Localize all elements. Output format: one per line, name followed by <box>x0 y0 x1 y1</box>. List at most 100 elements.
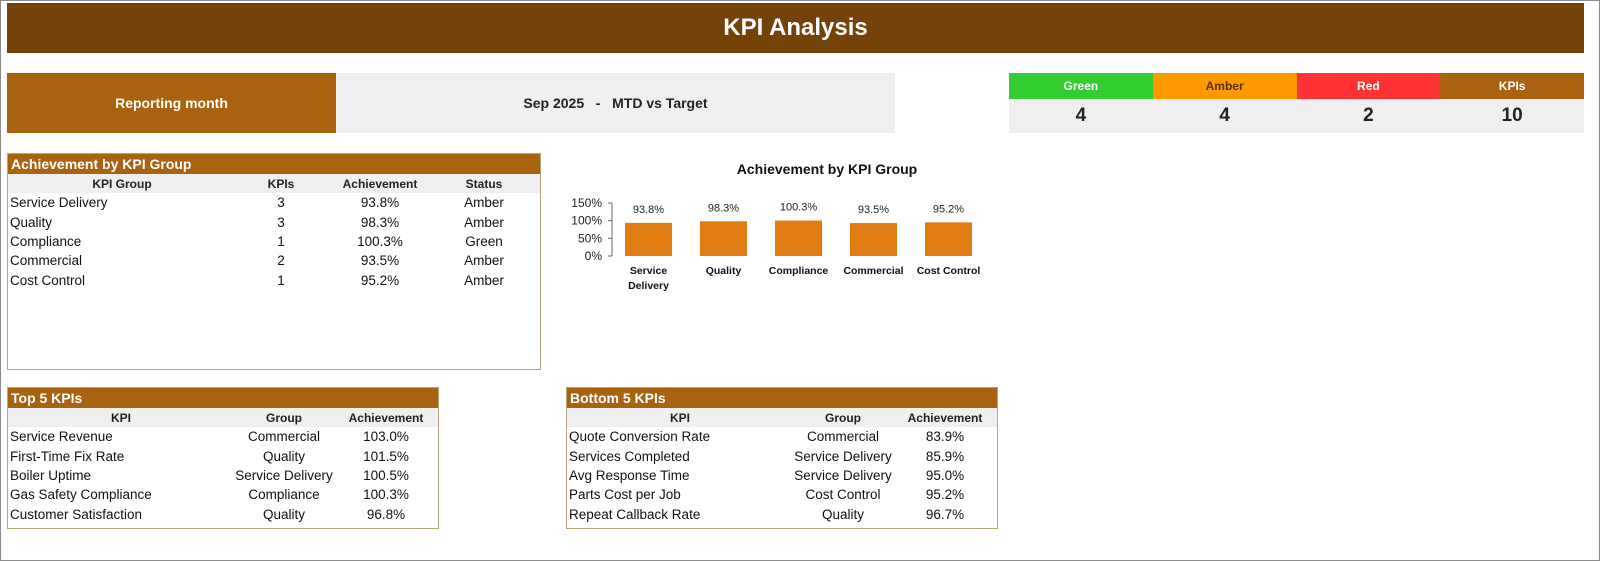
status-amber-label: Amber <box>1152 73 1297 99</box>
table-row: First-Time Fix Rate Quality 101.5% <box>8 446 438 465</box>
top5-table: Top 5 KPIs KPI Group Achievement Service… <box>7 387 439 529</box>
achievement-chart-svg: Achievement by KPI Group 0% 50% 100% 150% 9… <box>571 161 980 292</box>
col-kpi-group: KPI Group <box>92 176 152 191</box>
cell-group: Quality <box>10 214 53 230</box>
top5-table-header: KPI Group Achievement <box>8 408 438 427</box>
cell-group: Commercial <box>806 429 879 445</box>
col-achievement: Achievement <box>907 410 983 425</box>
col-achievement: Achievement <box>342 176 418 191</box>
cell-kpi: Parts Cost per Job <box>569 487 681 503</box>
data-label: 98.3% <box>708 202 739 214</box>
table-row: Cost Control 1 95.2% Amber <box>8 271 540 290</box>
y-tick-label: 0% <box>585 249 603 263</box>
data-label: 95.2% <box>933 203 964 215</box>
bottom5-table-header: KPI Group Achievement <box>567 408 997 427</box>
cell-group: Quality <box>262 448 306 464</box>
table-row: Commercial 2 93.5% Amber <box>8 251 540 270</box>
cell-group: Quality <box>821 506 865 522</box>
x-tick-label: Commercial <box>843 265 903 277</box>
chart-bar <box>625 222 672 256</box>
col-achievement: Achievement <box>348 410 424 425</box>
cell-kpi: Service Revenue <box>10 429 113 445</box>
cell-kpis: 1 <box>277 272 285 288</box>
table-row: Compliance 1 100.3% Green <box>8 232 540 251</box>
col-group: Group <box>266 410 302 425</box>
bottom5-table: Bottom 5 KPIs KPI Group Achievement Quot… <box>566 387 998 529</box>
status-summary: Green 4 Amber 4 Red 2 KPIs 10 <box>1009 73 1584 133</box>
data-label: 100.3% <box>780 202 818 214</box>
cell-status: Amber <box>464 195 504 211</box>
table-row: Gas Safety Compliance Compliance 100.3% <box>8 485 438 504</box>
cell-group: Cost Control <box>805 487 881 503</box>
col-group: Group <box>825 410 861 425</box>
col-kpis: KPIs <box>267 176 295 191</box>
table-row: Customer Satisfaction Quality 96.8% <box>8 505 438 524</box>
table-row: Boiler Uptime Service Delivery 100.5% <box>8 466 438 485</box>
reporting-month-value[interactable]: Sep 2025 - MTD vs Target <box>336 73 895 133</box>
cell-group: Service Delivery <box>235 467 333 483</box>
cell-group: Service Delivery <box>794 448 892 464</box>
status-kpis: KPIs 10 <box>1440 73 1584 133</box>
y-tick-label: 150% <box>571 196 602 210</box>
cell-achievement: 96.8% <box>366 506 406 522</box>
table-row: Quote Conversion Rate Commercial 83.9% <box>567 427 997 446</box>
table-row: Quality 3 98.3% Amber <box>8 212 540 231</box>
achievement-chart: Achievement by KPI Group 0% 50% 100% 150% 9… <box>565 155 1005 305</box>
status-kpis-count: 10 <box>1440 99 1584 133</box>
cell-achievement: 93.8% <box>360 195 400 211</box>
y-tick-label: 50% <box>578 231 602 245</box>
cell-kpis: 3 <box>277 214 285 230</box>
cell-achievement: 100.5% <box>363 467 409 483</box>
chart-bar <box>775 220 822 256</box>
status-green-count: 4 <box>1009 99 1153 133</box>
top5-table-title: Top 5 KPIs <box>8 388 438 408</box>
cell-status: Amber <box>464 253 504 269</box>
table-row: Parts Cost per Job Cost Control 95.2% <box>567 485 997 504</box>
cell-achievement: 100.3% <box>357 233 403 249</box>
cell-kpis: 2 <box>277 253 285 269</box>
cell-kpi: Repeat Callback Rate <box>569 506 701 522</box>
data-label: 93.8% <box>633 204 664 216</box>
cell-group: Service Delivery <box>10 195 108 211</box>
status-red-count: 2 <box>1296 99 1441 133</box>
table-row: Service Delivery 3 93.8% Amber <box>8 193 540 212</box>
data-label: 93.5% <box>858 204 889 216</box>
chart-bars: 93.8% Service Delivery 98.3% Quality 100.3% Co… <box>625 202 980 292</box>
cell-achievement: 103.0% <box>363 429 409 445</box>
cell-achievement: 96.7% <box>925 506 965 522</box>
table-row: Avg Response Time Service Delivery 95.0% <box>567 466 997 485</box>
cell-group: Compliance <box>10 233 82 249</box>
status-green: Green 4 <box>1009 73 1153 133</box>
cell-status: Green <box>465 233 503 249</box>
chart-bar <box>925 222 972 256</box>
cell-status: Amber <box>464 214 504 230</box>
table-row: Service Revenue Commercial 103.0% <box>8 427 438 446</box>
reporting-month-label: Reporting month <box>7 73 336 133</box>
group-table-title: Achievement by KPI Group <box>8 154 540 174</box>
col-status: Status <box>465 176 503 191</box>
cell-status: Amber <box>464 272 504 288</box>
cell-group: Compliance <box>248 487 320 503</box>
cell-achievement: 83.9% <box>925 429 965 445</box>
cell-group: Service Delivery <box>794 467 892 483</box>
status-amber: Amber 4 <box>1152 73 1297 133</box>
cell-kpis: 1 <box>277 233 285 249</box>
chart-y-axis: 0% 50% 100% 150% <box>571 196 613 263</box>
cell-achievement: 95.0% <box>925 467 965 483</box>
status-kpis-label: KPIs <box>1440 73 1584 99</box>
cell-achievement: 85.9% <box>925 448 965 464</box>
cell-achievement: 100.3% <box>363 487 409 503</box>
col-kpi: KPI <box>669 410 690 425</box>
cell-kpi: Boiler Uptime <box>10 467 92 483</box>
cell-kpi: First-Time Fix Rate <box>10 448 125 464</box>
cell-kpis: 3 <box>277 195 285 211</box>
cell-kpi: Services Completed <box>569 448 690 464</box>
cell-group: Quality <box>262 506 306 522</box>
table-row: Services Completed Service Delivery 85.9… <box>567 446 997 465</box>
chart-bar <box>700 221 747 256</box>
status-green-label: Green <box>1009 73 1153 99</box>
table-row: Repeat Callback Rate Quality 96.7% <box>567 505 997 524</box>
cell-kpi: Avg Response Time <box>569 467 690 483</box>
cell-kpi: Customer Satisfaction <box>10 506 143 522</box>
page-title: KPI Analysis <box>7 3 1584 53</box>
